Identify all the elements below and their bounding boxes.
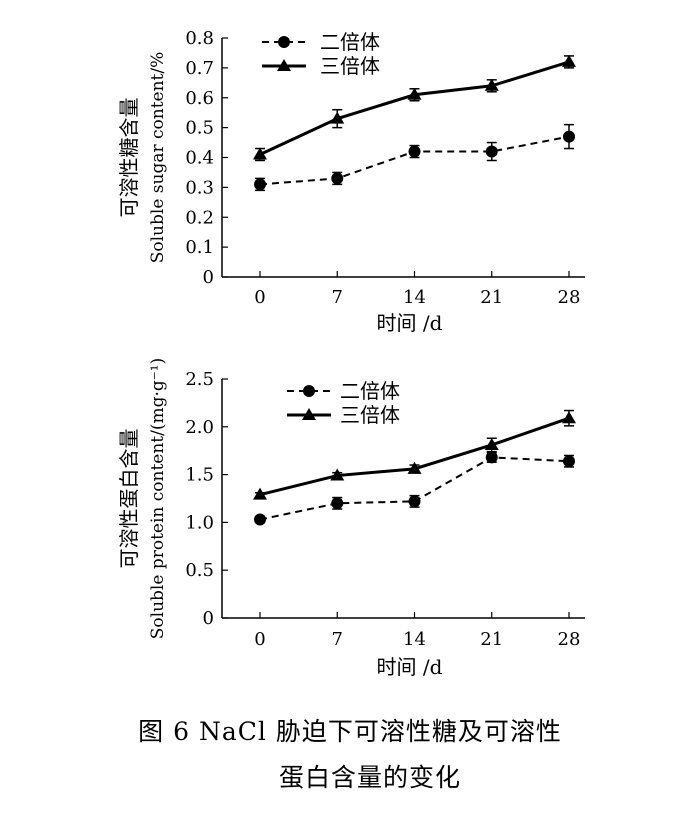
- data-point-triangle: [330, 468, 345, 481]
- y-tick-label: 0.5: [185, 118, 214, 139]
- x-tick-label: 21: [480, 287, 503, 308]
- legend-label: 三倍体: [340, 403, 400, 427]
- x-tick-label: 7: [332, 287, 343, 308]
- chart-2: 0 0.5 1.0 1.5 2.0 2.5 0 7 14 21 28 时间 /d 可溶性蛋白含量 Solu…: [117, 358, 585, 679]
- series-line: [259, 60, 570, 156]
- data-point-triangle: [484, 78, 499, 91]
- y-tick-label: 2.5: [185, 369, 214, 390]
- y-tick-label: 0.8: [185, 28, 214, 49]
- x-tick-label: 0: [254, 629, 265, 650]
- x-tick-label: 28: [558, 629, 581, 650]
- y-axis-label-cn: 可溶性蛋白含量: [117, 429, 141, 569]
- y-tick-label: 0.6: [185, 88, 214, 109]
- y-axis-label-en: Soluble protein content/(mg·g⁻¹): [148, 358, 168, 639]
- x-tick-label: 14: [403, 287, 426, 308]
- data-point-triangle: [562, 411, 576, 424]
- series-triploid: [253, 54, 576, 162]
- data-point-circle: [485, 145, 498, 158]
- series-diploid: [254, 123, 575, 192]
- y-tick-label: 1.0: [185, 512, 214, 533]
- y-tick-label: 0.3: [185, 177, 214, 198]
- series-diploid: [254, 451, 575, 526]
- data-point-circle: [254, 178, 266, 191]
- x-tick-label: 21: [480, 629, 503, 650]
- legend-marker-triangle: [277, 59, 291, 71]
- y-axis-label-en: Soluble sugar content/%: [148, 52, 168, 264]
- data-point-triangle: [484, 437, 499, 450]
- data-point-triangle: [407, 87, 422, 100]
- y-tick-label: 0.4: [185, 148, 214, 169]
- data-point-triangle: [330, 111, 345, 124]
- series-line: [259, 135, 570, 186]
- legend-marker-triangle: [302, 408, 316, 420]
- data-point-triangle: [562, 54, 576, 67]
- data-point-circle: [331, 172, 344, 185]
- y-tick-label: 1.5: [185, 465, 214, 486]
- y-tick-label: 0.2: [185, 207, 214, 228]
- series-triploid: [253, 409, 576, 500]
- x-tick-label: 0: [254, 287, 265, 308]
- data-point-triangle: [253, 487, 267, 500]
- series-line: [259, 416, 570, 497]
- figure-caption-line-1: 图 6 NaCl 胁迫下可溶性糖及可溶性: [138, 717, 562, 746]
- data-point-triangle: [407, 461, 422, 474]
- y-tick-label: 0: [203, 608, 214, 629]
- data-point-circle: [408, 495, 421, 508]
- y-axis-label-cn: 可溶性糖含量: [117, 98, 141, 218]
- legend-label: 三倍体: [320, 54, 380, 78]
- legend-label: 二倍体: [320, 30, 380, 54]
- data-point-triangle: [253, 147, 267, 160]
- x-tick-label: 7: [332, 629, 343, 650]
- y-tick-label: 0: [203, 267, 214, 288]
- x-tick-label: 14: [403, 629, 426, 650]
- data-point-circle: [331, 497, 344, 510]
- chart-1: 0 0.1 0.2 0.3 0.4 0.5 0.6 0.7 0.8 0 7 14 21 28 时间 /d 可溶…: [117, 28, 585, 335]
- x-axis-label: 时间 /d: [377, 655, 443, 679]
- data-point-circle: [408, 145, 421, 158]
- x-axis-label: 时间 /d: [377, 311, 443, 335]
- data-point-circle: [485, 451, 498, 464]
- y-tick-label: 0.7: [185, 58, 214, 79]
- data-point-circle: [563, 130, 575, 143]
- figure-caption-line-2: 蛋白含量的变化: [278, 763, 461, 792]
- legend-label: 二倍体: [340, 379, 400, 403]
- y-tick-label: 0.1: [185, 237, 214, 258]
- legend-marker-circle: [278, 36, 290, 48]
- x-tick-label: 28: [558, 287, 581, 308]
- legend-marker-circle: [303, 385, 315, 397]
- data-point-circle: [563, 455, 575, 468]
- data-point-circle: [254, 513, 266, 526]
- y-tick-label: 0.5: [185, 560, 214, 581]
- y-tick-label: 2.0: [185, 417, 214, 438]
